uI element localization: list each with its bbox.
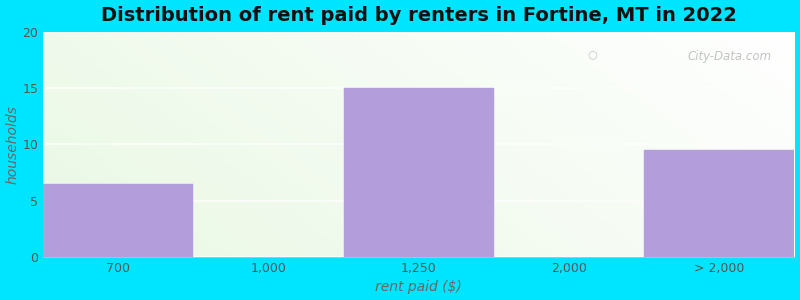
Bar: [344, 88, 494, 257]
Bar: [43, 184, 194, 257]
X-axis label: rent paid ($): rent paid ($): [375, 280, 462, 294]
Y-axis label: households: households: [6, 105, 19, 184]
Bar: [644, 150, 794, 257]
Title: Distribution of rent paid by renters in Fortine, MT in 2022: Distribution of rent paid by renters in …: [101, 6, 737, 25]
Text: City-Data.com: City-Data.com: [688, 50, 772, 63]
Text: ○: ○: [588, 50, 598, 60]
